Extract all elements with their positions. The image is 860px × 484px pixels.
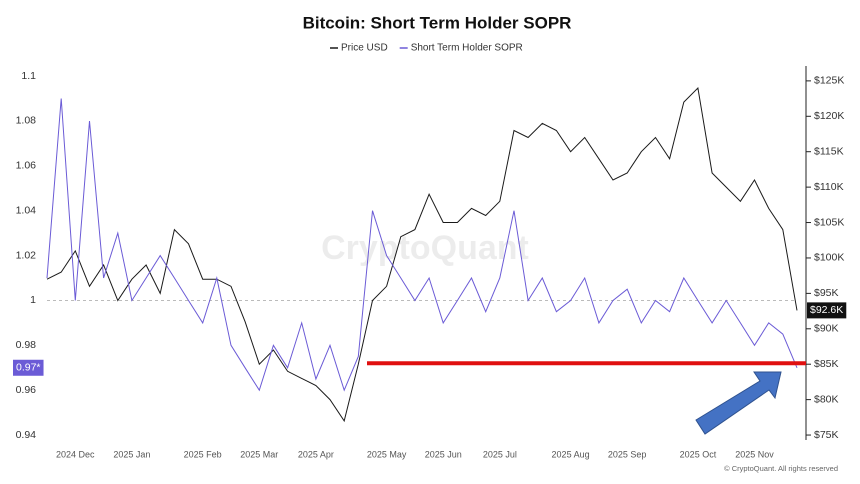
x-tick-label: 2025 Nov bbox=[735, 449, 774, 459]
x-tick-label: 2025 Jun bbox=[425, 449, 462, 459]
y2-tick-label: $90K bbox=[814, 323, 839, 335]
y-tick-label: 1.1 bbox=[21, 70, 36, 82]
y-tick-label: 1.08 bbox=[16, 115, 37, 127]
plot: 0.94 0.96 0.98 1 1.02 1.04 1.06 1.08 1.1 $75K $80K… bbox=[13, 43, 847, 459]
value-badge: 0.97* bbox=[13, 359, 44, 376]
legend-label: Price USD bbox=[341, 43, 388, 54]
y-tick-label: 1.02 bbox=[16, 249, 37, 261]
y2-tick-label: $125K bbox=[814, 75, 844, 87]
y2-tick-label: $75K bbox=[814, 429, 839, 441]
legend-label: Short Term Holder SOPR bbox=[411, 43, 523, 54]
y2-tick-label: $85K bbox=[814, 358, 839, 370]
y-tick-label: 0.98 bbox=[16, 339, 37, 351]
series-line bbox=[46, 86, 798, 423]
x-tick-label: 2024 Dec bbox=[56, 449, 95, 459]
y2-tick-label: $110K bbox=[814, 181, 844, 193]
badge-box bbox=[13, 359, 44, 376]
y-tick-label: 1.04 bbox=[16, 204, 37, 216]
x-tick-label: 2025 Aug bbox=[552, 449, 590, 459]
y2-tick-label: $95K bbox=[814, 287, 839, 299]
x-tick-label: 2025 Mar bbox=[240, 449, 278, 459]
y2-tick-label: $105K bbox=[814, 216, 844, 228]
value-label: $92.6K bbox=[810, 304, 843, 316]
arrow bbox=[695, 371, 782, 435]
series-line bbox=[46, 98, 798, 392]
x-tick-label: 2025 Oct bbox=[680, 449, 717, 459]
value-badge: $92.6K bbox=[807, 302, 847, 319]
y-tick-label: 1.06 bbox=[16, 160, 37, 172]
x-tick-label: 2025 Jul bbox=[483, 449, 517, 459]
y-tick-label: 1 bbox=[30, 294, 36, 306]
y2-tick-label: $120K bbox=[814, 110, 844, 122]
y-tick-label: 0.96 bbox=[16, 384, 37, 396]
x-tick-label: 2025 Sep bbox=[608, 449, 647, 459]
chart-title: Bitcoin: Short Term Holder SOPR bbox=[303, 13, 572, 32]
x-tick-label: 2025 Apr bbox=[298, 449, 334, 459]
footer: © CryptoQuant. All rights reserved bbox=[724, 464, 838, 473]
badge-box bbox=[807, 302, 847, 319]
value-label: 0.97* bbox=[16, 362, 41, 374]
x-tick-label: 2025 Feb bbox=[184, 449, 222, 459]
x-tick-label: 2025 May bbox=[367, 449, 407, 459]
y2-tick-label: $100K bbox=[814, 252, 844, 264]
y2-tick-label: $115K bbox=[814, 145, 844, 157]
x-tick-label: 2025 Jan bbox=[113, 449, 150, 459]
watermark: CryptoQuant bbox=[321, 229, 529, 267]
y-tick-label: 0.94 bbox=[16, 429, 37, 441]
y2-tick-label: $80K bbox=[814, 393, 839, 405]
